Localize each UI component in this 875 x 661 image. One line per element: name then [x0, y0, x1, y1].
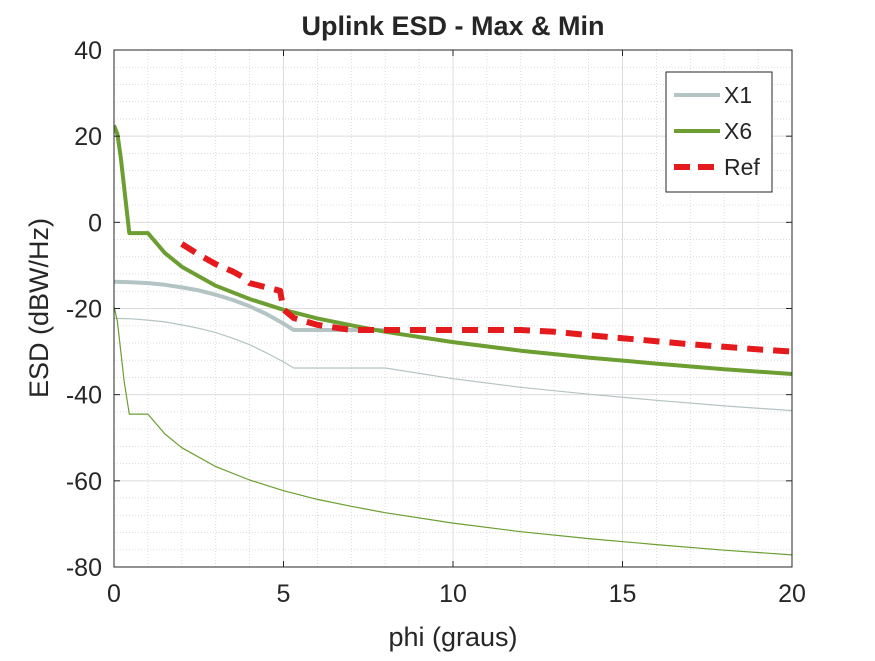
- y-tick-label: -60: [66, 468, 102, 496]
- y-tick-label: 0: [88, 209, 102, 237]
- legend-label-ref: Ref: [724, 154, 760, 180]
- x-tick-label: 15: [609, 580, 637, 608]
- y-tick-label: -80: [66, 554, 102, 582]
- y-tick-label: -20: [66, 296, 102, 324]
- x-tick-label: 0: [107, 580, 121, 608]
- y-tick-label: -40: [66, 382, 102, 410]
- series-line-x6-line: [114, 124, 792, 376]
- x-tick-label: 20: [778, 580, 806, 608]
- y-tick-label: 40: [74, 37, 102, 65]
- x-tick-label: 5: [277, 580, 291, 608]
- legend-label-x6: X6: [724, 118, 752, 144]
- series-line-x1-line: [114, 279, 386, 332]
- x-axis-label: phi (graus): [388, 622, 517, 652]
- series-line-series-1-thin-line: [114, 317, 792, 412]
- x-tick-label: 10: [439, 580, 467, 608]
- series-line-series-3-thin-line: [114, 306, 792, 556]
- legend: X1 X6 Ref: [665, 71, 773, 193]
- y-tick-label: 20: [74, 123, 102, 151]
- ticks-layer: 0 5 10 15 20 -80 -60 -40 -20 0 20 40: [66, 37, 806, 608]
- series-layer: [114, 124, 792, 556]
- chart-title: Uplink ESD - Max & Min: [301, 11, 604, 41]
- series-line-ref-line: [180, 241, 792, 355]
- y-axis-label: ESD (dBW/Hz): [24, 218, 54, 398]
- legend-label-x1: X1: [724, 82, 752, 108]
